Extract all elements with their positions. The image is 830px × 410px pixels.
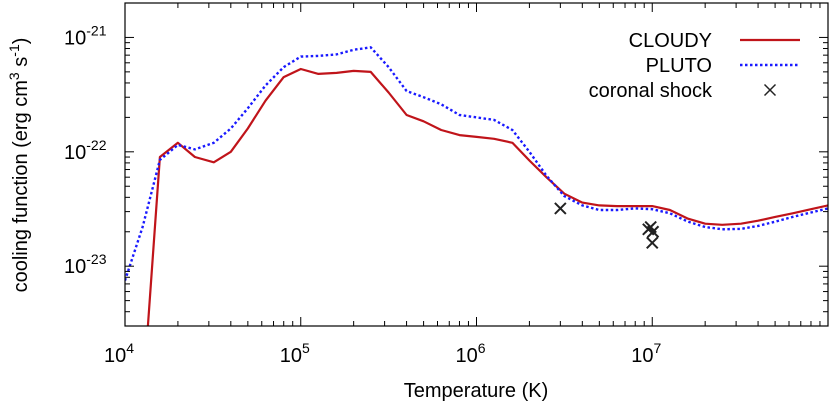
y-tick-label: 10-23 bbox=[64, 251, 107, 278]
coronal-shock-marker bbox=[554, 202, 567, 215]
x-axis-label: Temperature (K) bbox=[404, 380, 549, 402]
x-tick-label: 105 bbox=[280, 340, 310, 367]
x-tick-label: 107 bbox=[631, 340, 661, 367]
cloudy-legend-label: CLOUDY bbox=[629, 30, 712, 52]
coronal-shock-legend-swatch bbox=[763, 83, 777, 97]
legend: CLOUDY PLUTO coronal shock bbox=[589, 30, 800, 102]
x-tick-label: 104 bbox=[104, 340, 134, 367]
y-tick-label: 10-21 bbox=[64, 22, 107, 49]
coronal-shock-marker bbox=[646, 225, 660, 238]
cloudy-series-line bbox=[146, 67, 828, 326]
coronal-shock-legend-label: coronal shock bbox=[589, 80, 713, 102]
pluto-series-line bbox=[125, 46, 828, 281]
coronal-shock-marker bbox=[646, 236, 659, 250]
x-tick-label: 106 bbox=[455, 340, 485, 367]
y-axis-label: cooling function (erg cm3 s-1) bbox=[6, 38, 32, 293]
pluto-legend-label: PLUTO bbox=[646, 55, 712, 77]
y-tick-label: 10-22 bbox=[64, 137, 107, 164]
plot-frame bbox=[124, 2, 829, 327]
